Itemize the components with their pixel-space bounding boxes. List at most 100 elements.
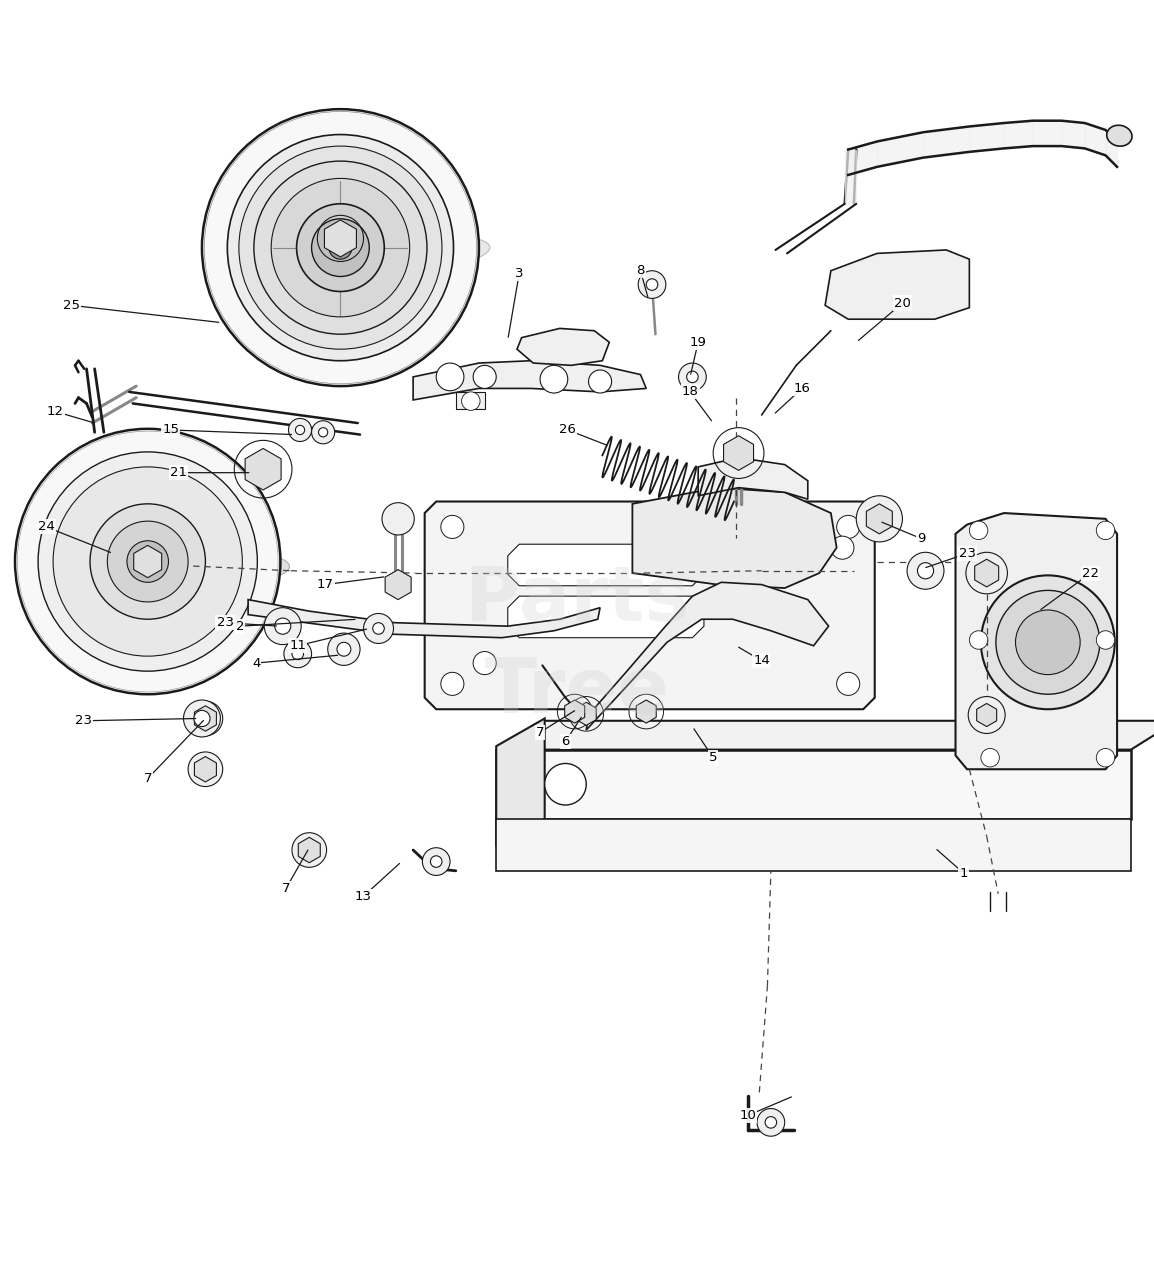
Circle shape bbox=[856, 495, 902, 541]
Circle shape bbox=[831, 536, 854, 559]
Polygon shape bbox=[134, 545, 162, 577]
Polygon shape bbox=[245, 448, 282, 490]
Circle shape bbox=[765, 1116, 777, 1128]
Polygon shape bbox=[976, 704, 997, 727]
Circle shape bbox=[917, 563, 934, 579]
Polygon shape bbox=[194, 756, 217, 782]
Text: 6: 6 bbox=[561, 735, 570, 748]
Circle shape bbox=[107, 521, 188, 602]
Circle shape bbox=[271, 178, 410, 317]
Text: 10: 10 bbox=[740, 1108, 756, 1123]
Circle shape bbox=[202, 109, 479, 387]
Text: 25: 25 bbox=[63, 298, 80, 312]
Text: 7: 7 bbox=[143, 772, 152, 785]
Circle shape bbox=[295, 425, 305, 435]
Circle shape bbox=[837, 672, 860, 695]
Circle shape bbox=[545, 763, 586, 805]
Polygon shape bbox=[456, 392, 485, 410]
Circle shape bbox=[292, 648, 304, 659]
Polygon shape bbox=[508, 596, 704, 637]
Circle shape bbox=[979, 564, 995, 581]
Polygon shape bbox=[825, 250, 969, 319]
Circle shape bbox=[462, 392, 480, 411]
Text: 4: 4 bbox=[252, 657, 261, 669]
Polygon shape bbox=[632, 488, 837, 588]
Text: 15: 15 bbox=[163, 424, 179, 436]
Text: 9: 9 bbox=[916, 532, 926, 545]
Circle shape bbox=[15, 429, 280, 694]
Circle shape bbox=[197, 762, 213, 777]
Text: 14: 14 bbox=[754, 654, 770, 667]
Circle shape bbox=[38, 452, 257, 671]
Circle shape bbox=[1096, 749, 1115, 767]
Circle shape bbox=[473, 652, 496, 675]
Text: 7: 7 bbox=[282, 882, 291, 895]
Circle shape bbox=[329, 236, 352, 259]
Circle shape bbox=[364, 613, 394, 644]
Text: 1: 1 bbox=[959, 867, 968, 879]
Circle shape bbox=[646, 279, 658, 291]
Circle shape bbox=[1096, 521, 1115, 540]
Text: 18: 18 bbox=[682, 385, 698, 398]
Circle shape bbox=[837, 516, 860, 539]
Ellipse shape bbox=[213, 233, 490, 285]
Circle shape bbox=[540, 365, 568, 393]
Text: 8: 8 bbox=[636, 264, 645, 278]
Circle shape bbox=[441, 516, 464, 539]
Circle shape bbox=[980, 708, 994, 722]
Ellipse shape bbox=[1107, 125, 1132, 146]
Polygon shape bbox=[576, 703, 597, 726]
Circle shape bbox=[441, 672, 464, 695]
Circle shape bbox=[870, 509, 889, 529]
Circle shape bbox=[687, 371, 698, 383]
Circle shape bbox=[254, 161, 427, 334]
Circle shape bbox=[227, 134, 454, 361]
Polygon shape bbox=[248, 599, 600, 637]
Circle shape bbox=[194, 710, 210, 727]
Circle shape bbox=[319, 428, 328, 436]
Text: 11: 11 bbox=[290, 639, 306, 653]
Circle shape bbox=[284, 640, 312, 668]
Text: 21: 21 bbox=[171, 466, 187, 479]
Polygon shape bbox=[194, 705, 217, 731]
Circle shape bbox=[473, 365, 496, 388]
Polygon shape bbox=[517, 329, 609, 365]
Text: 23: 23 bbox=[217, 616, 233, 630]
Text: 26: 26 bbox=[560, 424, 576, 436]
Polygon shape bbox=[724, 435, 754, 470]
Circle shape bbox=[264, 608, 301, 645]
Circle shape bbox=[969, 631, 988, 649]
Text: 13: 13 bbox=[355, 890, 372, 902]
Text: 5: 5 bbox=[709, 751, 718, 764]
Circle shape bbox=[969, 521, 988, 540]
Circle shape bbox=[275, 618, 291, 634]
Polygon shape bbox=[496, 718, 545, 845]
Polygon shape bbox=[496, 721, 1154, 750]
Circle shape bbox=[436, 364, 464, 390]
Text: 19: 19 bbox=[690, 335, 706, 348]
Circle shape bbox=[312, 421, 335, 444]
Ellipse shape bbox=[24, 549, 290, 598]
Polygon shape bbox=[636, 700, 657, 723]
Polygon shape bbox=[564, 700, 585, 723]
Circle shape bbox=[239, 146, 442, 349]
Text: 22: 22 bbox=[1082, 567, 1099, 580]
Text: 23: 23 bbox=[959, 547, 975, 559]
Circle shape bbox=[301, 842, 317, 858]
Polygon shape bbox=[425, 502, 875, 709]
Circle shape bbox=[90, 504, 205, 620]
Circle shape bbox=[328, 634, 360, 666]
Circle shape bbox=[53, 467, 242, 657]
Polygon shape bbox=[496, 750, 1131, 819]
Polygon shape bbox=[975, 559, 998, 588]
Text: 12: 12 bbox=[47, 404, 63, 419]
Circle shape bbox=[188, 751, 223, 786]
Circle shape bbox=[679, 364, 706, 390]
Text: 23: 23 bbox=[75, 714, 91, 727]
Text: 7: 7 bbox=[535, 726, 545, 739]
Circle shape bbox=[966, 552, 1007, 594]
Circle shape bbox=[312, 219, 369, 276]
Circle shape bbox=[907, 552, 944, 589]
Circle shape bbox=[183, 700, 220, 737]
Circle shape bbox=[757, 1108, 785, 1137]
